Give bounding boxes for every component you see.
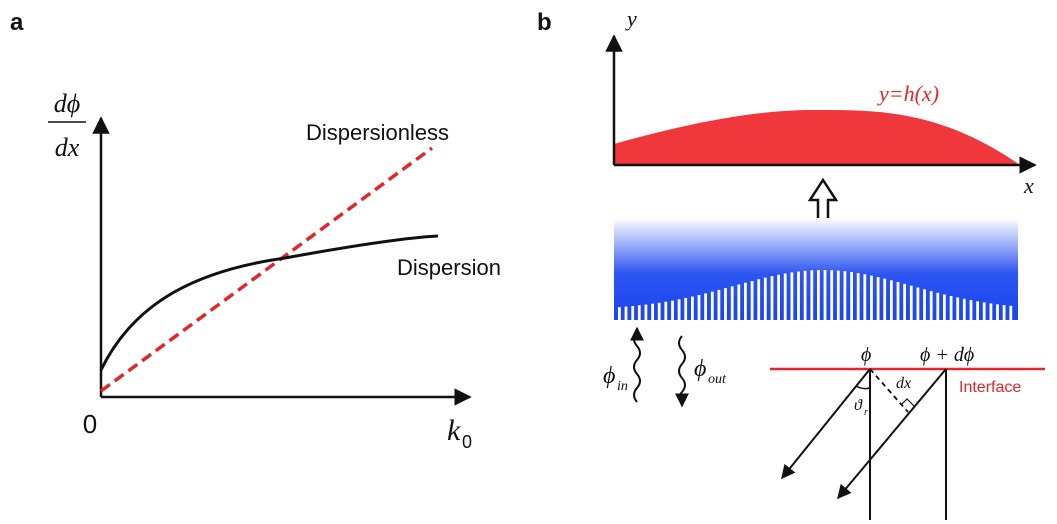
profile-label: y=h(x): [877, 81, 939, 106]
metasurface-pillar: [783, 273, 787, 320]
metasurface-pillar: [969, 300, 973, 320]
metasurface-pillar: [757, 279, 761, 320]
metasurface-pillar: [929, 291, 933, 320]
right-angle-marker: [900, 398, 915, 407]
metasurface-pillar: [803, 270, 807, 320]
metasurface-pillar: [750, 281, 754, 320]
metasurface-pillar: [943, 294, 946, 320]
dispersionless-line: [99, 146, 434, 393]
phi-plus-dphi-label: ϕ + dϕ: [920, 344, 974, 366]
metasurface-pillar: [863, 274, 867, 320]
profile-x-label: x: [1023, 173, 1034, 198]
metasurface-pillar: [976, 301, 979, 320]
metasurface-pillar: [876, 277, 880, 320]
angle-arc: [855, 385, 871, 390]
interface-label: Interface: [959, 379, 1021, 396]
metasurface-pillar: [883, 278, 887, 320]
metasurface-pillar: [790, 272, 794, 320]
metasurface-pillar: [724, 288, 727, 320]
metasurface-pillar: [717, 289, 721, 320]
metasurface-pillar: [644, 304, 648, 320]
phi-out-subscript: out: [708, 372, 727, 387]
panel-b-letter: b: [537, 9, 552, 36]
metasurface-pillar: [777, 274, 780, 320]
metasurface-pillar: [817, 270, 820, 320]
metasurface-pillar: [856, 273, 860, 320]
metasurface-pillar: [684, 297, 688, 320]
panel-a-letter: a: [10, 9, 24, 36]
dispersion-curve: [99, 234, 439, 371]
metasurface-pillar: [677, 299, 681, 320]
origin-label: 0: [83, 409, 97, 439]
metasurface-pillar: [836, 270, 840, 320]
metasurface-pillar: [618, 307, 621, 320]
metasurface-pillar: [843, 271, 847, 320]
dispersionless-label: Dispersionless: [306, 120, 449, 145]
metasurface-pillar: [697, 295, 701, 320]
metasurface-pillar: [956, 297, 960, 320]
metasurface-pillar: [830, 270, 834, 320]
metasurface-pillar: [737, 284, 741, 320]
metasurface-pillar: [810, 270, 814, 320]
y-label-numerator: dϕ: [54, 89, 80, 118]
panel-b: b y x y=h(x) ϕ in ϕ out Interface: [537, 6, 1045, 520]
profile-y-label: y: [625, 6, 637, 31]
metasurface-pillar: [631, 306, 635, 320]
dx-label: dx: [896, 375, 911, 392]
metasurface-pillar: [651, 303, 654, 320]
metasurface-pillar: [691, 296, 694, 320]
metasurface-pillar: [909, 285, 913, 320]
metasurface-pillars: [618, 270, 1013, 320]
metasurface-pillar: [671, 300, 674, 320]
metasurface-pillar: [962, 298, 966, 320]
theta-symbol: ϑ: [854, 397, 863, 414]
metasurface-pillar: [797, 271, 800, 320]
phi-in-subscript: in: [617, 379, 628, 394]
metasurface-pillar: [870, 275, 873, 320]
metasurface-pillar: [1009, 305, 1013, 320]
metasurface-pillar: [989, 303, 993, 320]
metasurface-pillar: [982, 302, 986, 320]
metasurface-pillar: [823, 270, 827, 320]
x-label: k: [447, 414, 461, 447]
metasurface-pillar: [624, 306, 628, 320]
metasurface-pillar: [637, 305, 641, 320]
metasurface-pillar: [763, 277, 767, 320]
reflected-ray-right: [837, 368, 947, 500]
x-label-subscript: 0: [462, 432, 472, 452]
phi-label: ϕ: [861, 344, 871, 366]
metasurface-pillar: [850, 272, 853, 320]
metasurface-pillar: [996, 304, 999, 320]
dispersion-label: Dispersion: [397, 255, 501, 280]
metasurface-pillar: [744, 282, 747, 320]
metasurface-pillar: [949, 296, 953, 320]
metasurface-pillar: [896, 282, 900, 320]
metasurface-pillar: [890, 280, 893, 320]
metasurface-pillar: [903, 283, 906, 320]
incoming-wave: [633, 331, 641, 403]
theta-subscript: r: [864, 407, 868, 418]
metasurface-pillar: [916, 287, 920, 320]
metasurface-pillar: [936, 292, 940, 320]
metasurface: [614, 218, 1018, 320]
metasurface-pillar: [710, 291, 714, 320]
panel-a: a dϕ dx 0 k 0 Dispersionless Dispersion: [10, 9, 501, 452]
height-profile: [614, 110, 1020, 165]
outgoing-wave: [678, 335, 686, 399]
metasurface-pillar: [1002, 305, 1006, 320]
metasurface-pillar: [770, 276, 774, 320]
reflected-ray-left: [781, 368, 871, 480]
metasurface-pillar: [730, 286, 734, 320]
metasurface-pillar: [664, 301, 668, 320]
metasurface-pillar: [923, 289, 926, 320]
metasurface-pillar: [657, 302, 661, 320]
y-label-denominator: dx: [55, 133, 80, 162]
metasurface-pillar: [704, 293, 707, 320]
phi-in-symbol: ϕ: [603, 363, 615, 389]
phi-out-symbol: ϕ: [694, 356, 706, 382]
